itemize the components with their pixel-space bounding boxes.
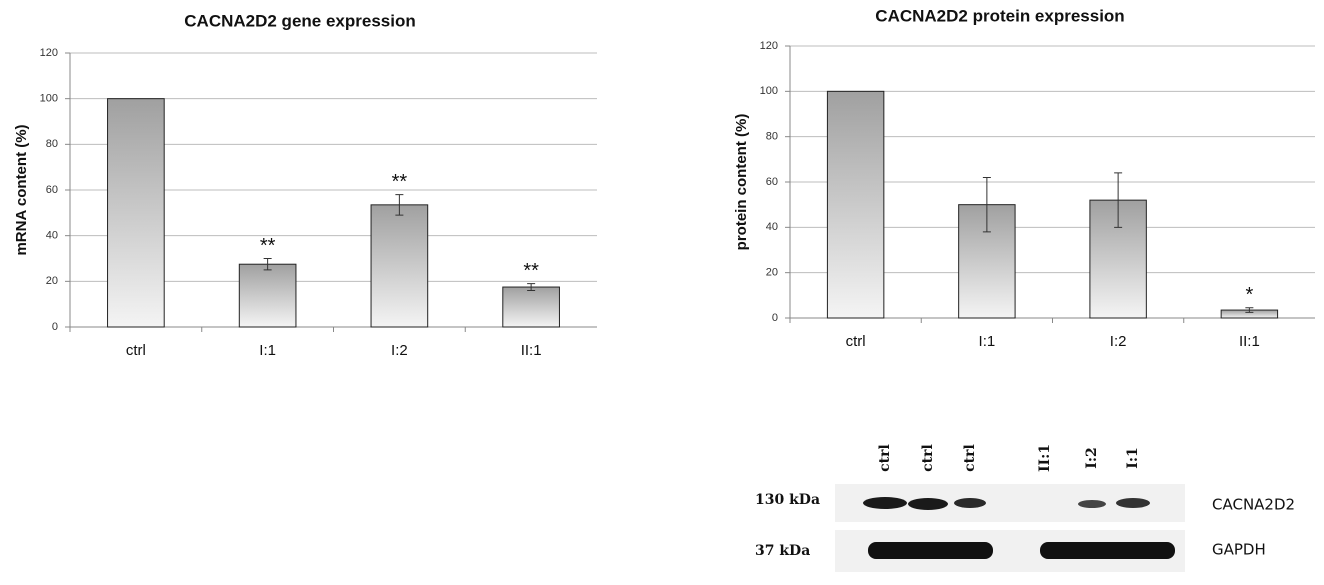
marker-label: 130 kDa	[755, 492, 820, 508]
page: {"chart_data": [ {"type": "bar", "title"…	[0, 0, 1324, 580]
band	[1040, 542, 1175, 559]
lane-label: ctrl	[962, 444, 978, 472]
y-tick-label: 40	[46, 230, 58, 242]
band	[1078, 500, 1106, 508]
bar	[108, 99, 165, 327]
y-tick-label: 120	[40, 47, 58, 59]
y-tick-label: 0	[52, 321, 58, 333]
band	[868, 542, 993, 559]
x-tick-label: I:1	[979, 333, 996, 350]
y-tick-label: 60	[766, 176, 778, 188]
y-tick-label: 100	[760, 85, 778, 97]
bar	[503, 287, 560, 327]
y-tick-label: 20	[46, 275, 58, 287]
significance-label: **	[260, 235, 276, 257]
band	[954, 498, 986, 508]
significance-label: **	[523, 260, 539, 282]
x-tick-label: II:1	[1239, 333, 1260, 350]
y-tick-label: 0	[772, 312, 778, 324]
y-tick-label: 80	[46, 138, 58, 150]
x-tick-label: I:1	[259, 342, 276, 359]
y-tick-label: 80	[766, 131, 778, 143]
y-axis-label: mRNA content (%)	[13, 124, 30, 255]
y-axis-label: protein content (%)	[733, 114, 750, 251]
lane-label: II:1	[1037, 444, 1053, 472]
bar	[239, 264, 296, 327]
bar	[371, 205, 428, 327]
y-tick-label: 60	[46, 184, 58, 196]
protein-label: CACNA2D2	[1212, 496, 1295, 514]
chart-title: CACNA2D2 protein expression	[875, 6, 1124, 25]
significance-label: **	[392, 171, 408, 193]
y-tick-label: 20	[766, 267, 778, 279]
protein-label: GAPDH	[1212, 541, 1266, 559]
band	[908, 498, 948, 510]
x-tick-label: II:1	[521, 342, 542, 359]
figure: CACNA2D2 gene expression mRNA content (%)…	[0, 0, 1324, 580]
y-tick-label: 40	[766, 221, 778, 233]
band	[863, 497, 907, 509]
lane-label: ctrl	[920, 444, 936, 472]
bar	[827, 91, 883, 318]
significance-label: *	[1245, 284, 1253, 306]
x-tick-label: ctrl	[846, 333, 866, 350]
lane-label: ctrl	[877, 444, 893, 472]
x-tick-label: I:2	[1110, 333, 1127, 350]
y-tick-label: 100	[40, 93, 58, 105]
lane-label: I:2	[1084, 447, 1100, 468]
chart-title: CACNA2D2 gene expression	[184, 11, 415, 30]
x-tick-label: ctrl	[126, 342, 146, 359]
band	[1116, 498, 1150, 508]
blot-image	[835, 484, 1185, 572]
lane-label: I:1	[1125, 447, 1141, 468]
marker-label: 37 kDa	[755, 543, 810, 559]
y-tick-label: 120	[760, 40, 778, 52]
x-tick-label: I:2	[391, 342, 408, 359]
